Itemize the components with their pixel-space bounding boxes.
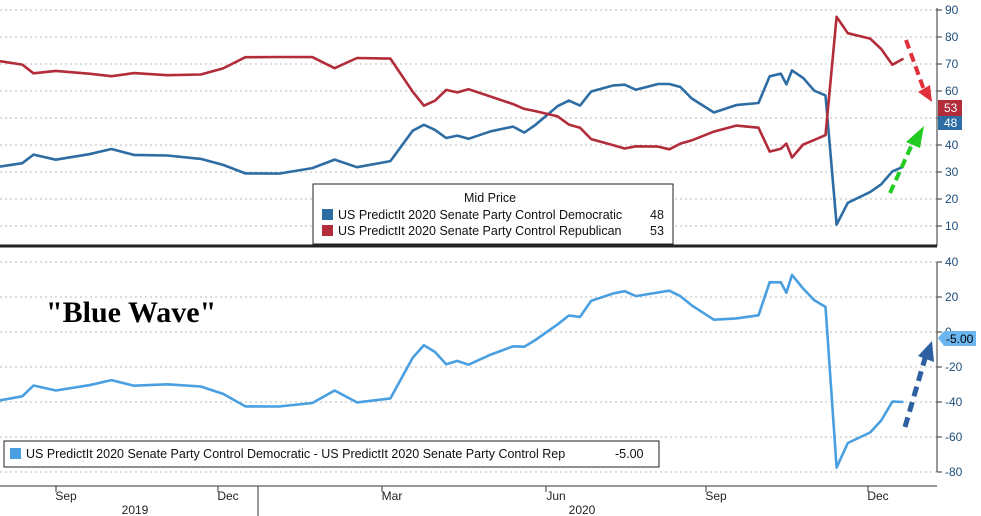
top-panel-grid (0, 9, 937, 227)
green-up-arrow (888, 126, 924, 194)
spread-value-badge-text: -5.00 (946, 332, 974, 346)
x-tick-label-mar: Mar (382, 489, 403, 503)
x-tick-label-jun: Jun (546, 489, 565, 503)
top-y-tick-label: 60 (945, 84, 959, 98)
bottom-y-tick-label: 20 (945, 290, 959, 304)
bottom-panel-grid (0, 261, 937, 473)
x-axis: Sep Dec Mar Jun Sep Dec 2019 2020 (55, 486, 889, 516)
legend-value-dem: 48 (650, 208, 664, 222)
legend-swatch-dem (322, 209, 333, 220)
bottom-y-axis: -80-60-40-2002040 (936, 255, 963, 479)
top-y-axis: 102030405060708090 (936, 3, 959, 246)
rep-value-badge-text: 53 (944, 101, 958, 115)
top-y-tick-label: 90 (945, 3, 959, 17)
bottom-panel-series (0, 273, 904, 469)
blue-up-arrow (902, 341, 934, 428)
bottom-series-line-0 (0, 273, 904, 469)
legend-value-spread: -5.00 (615, 447, 644, 461)
legend-value-rep: 53 (650, 224, 664, 238)
x-tick-label-sep: Sep (705, 489, 727, 503)
red-down-arrow (904, 39, 932, 102)
top-series-line-0 (0, 69, 905, 226)
legend-swatch-spread (10, 448, 21, 459)
x-tick-label-dec: Dec (217, 489, 238, 503)
legend-swatch-rep (322, 225, 333, 236)
top-legend: Mid Price US PredictIt 2020 Senate Party… (312, 183, 674, 245)
spread-value-badge: -5.00 (938, 331, 976, 346)
legend-label-spread: US PredictIt 2020 Senate Party Control D… (26, 447, 565, 461)
legend-title: Mid Price (464, 191, 516, 205)
top-y-tick-label: 70 (945, 57, 959, 71)
rep-value-badge: 53 (938, 100, 962, 116)
bottom-legend: US PredictIt 2020 Senate Party Control D… (3, 440, 660, 468)
top-y-tick-label: 80 (945, 30, 959, 44)
top-y-tick-label: 30 (945, 165, 959, 179)
legend-label-dem: US PredictIt 2020 Senate Party Control D… (338, 208, 622, 222)
legend-label-rep: US PredictIt 2020 Senate Party Control R… (338, 224, 622, 238)
bottom-y-tick-label: -20 (945, 360, 963, 374)
top-series-line-1 (0, 15, 905, 159)
top-y-tick-label: 40 (945, 138, 959, 152)
x-tick-label-sep: Sep (55, 489, 77, 503)
top-y-tick-label: 20 (945, 192, 959, 206)
bottom-y-tick-label: 40 (945, 255, 959, 269)
blue-wave-annotation: "Blue Wave" (46, 296, 216, 329)
bottom-y-tick-label: -40 (945, 395, 963, 409)
x-tick-label-dec: Dec (867, 489, 888, 503)
dem-value-badge: 48 (938, 116, 962, 130)
top-y-tick-label: 10 (945, 219, 959, 233)
x-year-label-2019: 2019 (122, 503, 149, 516)
bottom-y-tick-label: -60 (945, 430, 963, 444)
top-panel-series (0, 15, 905, 226)
bottom-y-tick-label: -80 (945, 465, 963, 479)
x-year-label-2020: 2020 (569, 503, 596, 516)
dem-value-badge-text: 48 (944, 116, 958, 130)
